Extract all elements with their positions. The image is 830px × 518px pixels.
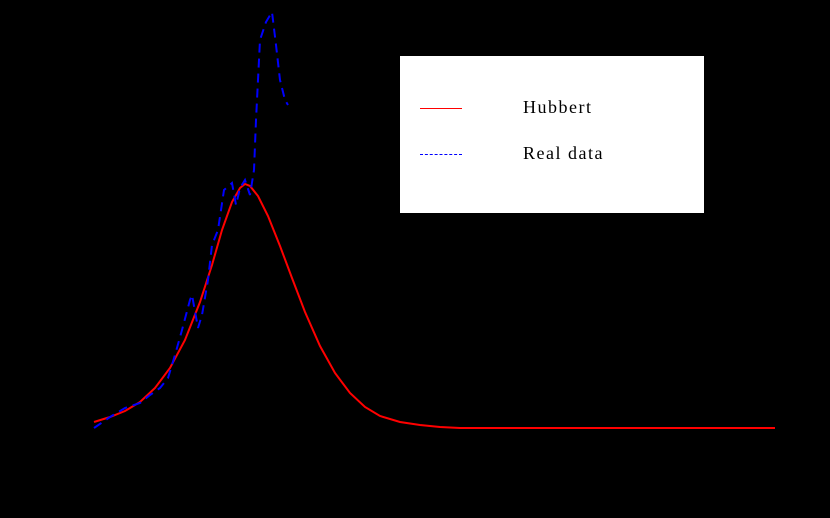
real-data-curve <box>93 8 289 429</box>
legend-swatch-solid-line <box>420 108 462 109</box>
hubbert-curve <box>93 182 775 429</box>
legend-label: Hubbert <box>523 97 593 117</box>
chart-legend: Hubbert Real data <box>400 56 704 213</box>
legend-label: Real data <box>523 143 604 163</box>
legend-item-real-data: Real data <box>400 143 704 167</box>
legend-swatch-dashed-line <box>420 154 462 155</box>
legend-item-hubbert: Hubbert <box>400 97 704 121</box>
